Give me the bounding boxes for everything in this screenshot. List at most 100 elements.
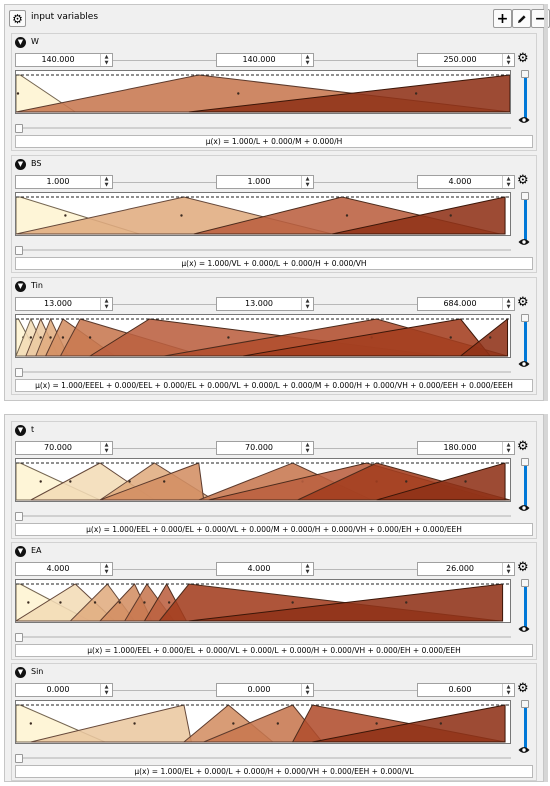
membership-set-h[interactable] (188, 74, 510, 113)
max-value-spinbox[interactable]: 4.000 ▲ ▼ (417, 175, 515, 189)
variable-settings-gear-icon[interactable]: ⚙ (517, 439, 529, 454)
membership-plot[interactable] (15, 70, 511, 114)
membership-set-eeh[interactable] (188, 583, 504, 622)
membership-set-eeh[interactable] (376, 462, 506, 501)
variable-settings-gear-icon[interactable]: ⚙ (517, 560, 529, 575)
spinner-arrows-icon[interactable]: ▲ ▼ (301, 442, 313, 454)
slider-thumb[interactable] (15, 512, 23, 521)
collapse-toggle-icon[interactable]: ▼ (15, 159, 26, 170)
spinner-arrows-icon[interactable]: ▲ ▼ (301, 563, 313, 575)
panel-settings-button[interactable]: ⚙ (9, 10, 26, 27)
max-value-spinbox[interactable]: 0.600 ▲ ▼ (417, 683, 515, 697)
vertical-slider-thumb[interactable] (521, 192, 529, 200)
input-value-slider[interactable] (15, 368, 511, 377)
mid-value-spinbox[interactable]: 4.000 ▲ ▼ (216, 562, 314, 576)
spinner-arrows-icon[interactable]: ▲ ▼ (502, 176, 514, 188)
spinner-arrows-icon[interactable]: ▲ ▼ (100, 563, 112, 575)
eye-icon[interactable] (518, 625, 530, 633)
slider-thumb[interactable] (15, 246, 23, 255)
spinner-arrows-icon[interactable]: ▲ ▼ (100, 176, 112, 188)
gear-icon: ⚙ (12, 11, 23, 26)
vertical-slider[interactable] (521, 70, 529, 118)
spinner-arrows-icon[interactable]: ▲ ▼ (301, 176, 313, 188)
collapse-toggle-icon[interactable]: ▼ (15, 425, 26, 436)
membership-set-vl[interactable] (312, 704, 506, 743)
max-value-spinbox[interactable]: 180.000 ▲ ▼ (417, 441, 515, 455)
vertical-slider[interactable] (521, 314, 529, 362)
spinner-arrows-icon[interactable]: ▲ ▼ (301, 54, 313, 66)
min-value-spinbox[interactable]: 1.000 ▲ ▼ (15, 175, 113, 189)
membership-plot[interactable] (15, 192, 511, 236)
vertical-slider-thumb[interactable] (521, 700, 529, 708)
min-value-spinbox[interactable]: 13.000 ▲ ▼ (15, 297, 113, 311)
scrollbar-lower[interactable] (544, 414, 548, 782)
slider-thumb[interactable] (15, 754, 23, 763)
spinner-arrows-icon[interactable]: ▲ ▼ (502, 442, 514, 454)
variable-settings-gear-icon[interactable]: ⚙ (517, 681, 529, 696)
mid-value-spinbox[interactable]: 70.000 ▲ ▼ (216, 441, 314, 455)
max-value-spinbox[interactable]: 250.000 ▲ ▼ (417, 53, 515, 67)
spinner-arrows-icon[interactable]: ▲ ▼ (100, 54, 112, 66)
membership-plot[interactable] (15, 314, 511, 358)
vertical-slider-thumb[interactable] (521, 314, 529, 322)
vertical-slider[interactable] (521, 700, 529, 748)
membership-set-eeeh[interactable] (459, 317, 509, 357)
variable-settings-gear-icon[interactable]: ⚙ (517, 173, 529, 188)
membership-set-m[interactable] (99, 462, 205, 501)
scrollbar[interactable] (544, 4, 548, 401)
membership-plot[interactable] (15, 700, 511, 744)
collapse-toggle-icon[interactable]: ▼ (15, 281, 26, 292)
add-variable-button[interactable]: + (493, 9, 512, 28)
input-value-slider[interactable] (15, 633, 511, 642)
spinner-arrows-icon[interactable]: ▲ ▼ (100, 442, 112, 454)
min-value-spinbox[interactable]: 4.000 ▲ ▼ (15, 562, 113, 576)
slider-thumb[interactable] (15, 368, 23, 377)
spinner-arrows-icon[interactable]: ▲ ▼ (502, 563, 514, 575)
variable-settings-gear-icon[interactable]: ⚙ (517, 295, 529, 310)
collapse-toggle-icon[interactable]: ▼ (15, 546, 26, 557)
variable-settings-gear-icon[interactable]: ⚙ (517, 51, 529, 66)
slider-thumb[interactable] (15, 633, 23, 642)
input-value-slider[interactable] (15, 246, 511, 255)
mid-value-spinbox[interactable]: 13.000 ▲ ▼ (216, 297, 314, 311)
mid-value-spinbox[interactable]: 0.000 ▲ ▼ (216, 683, 314, 697)
spinner-arrows-icon[interactable]: ▲ ▼ (502, 684, 514, 696)
min-value-spinbox[interactable]: 140.000 ▲ ▼ (15, 53, 113, 67)
collapse-toggle-icon[interactable]: ▼ (15, 667, 26, 678)
eye-icon[interactable] (518, 360, 530, 368)
input-value-slider[interactable] (15, 754, 511, 763)
membership-plot[interactable] (15, 579, 511, 623)
vertical-slider-thumb[interactable] (521, 70, 529, 78)
mid-value-spinbox[interactable]: 1.000 ▲ ▼ (216, 175, 314, 189)
collapse-toggle-icon[interactable]: ▼ (15, 37, 26, 48)
slider-thumb[interactable] (15, 124, 23, 133)
vertical-slider-thumb[interactable] (521, 458, 529, 466)
eye-icon[interactable] (518, 238, 530, 246)
membership-set-l[interactable] (30, 704, 192, 743)
spinner-arrows-icon[interactable]: ▲ ▼ (502, 298, 514, 310)
eye-icon[interactable] (518, 504, 530, 512)
membership-plot[interactable] (15, 458, 511, 502)
membership-set-vh[interactable] (332, 196, 506, 235)
variable-panel-w: ▼ W 140.000 ▲ ▼ 140.000 ▲ ▼ 250.000 ▲ ▼ ⚙ (11, 33, 537, 151)
vertical-slider[interactable] (521, 579, 529, 627)
max-value-spinbox[interactable]: 26.000 ▲ ▼ (417, 562, 515, 576)
spinner-arrows-icon[interactable]: ▲ ▼ (301, 298, 313, 310)
max-value-spinbox[interactable]: 684.000 ▲ ▼ (417, 297, 515, 311)
min-value-spinbox[interactable]: 0.000 ▲ ▼ (15, 683, 113, 697)
edit-variable-button[interactable] (512, 9, 531, 28)
mid-value-spinbox[interactable]: 140.000 ▲ ▼ (216, 53, 314, 67)
spinner-arrows-icon[interactable]: ▲ ▼ (100, 298, 112, 310)
input-value-slider[interactable] (15, 512, 511, 521)
vertical-slider[interactable] (521, 458, 529, 506)
spinner-arrows-icon[interactable]: ▲ ▼ (502, 54, 514, 66)
spinner-arrows-icon[interactable]: ▲ ▼ (100, 684, 112, 696)
vertical-slider[interactable] (521, 192, 529, 240)
eye-icon[interactable] (518, 116, 530, 124)
eye-icon[interactable] (518, 746, 530, 754)
input-value-slider[interactable] (15, 124, 511, 133)
membership-set-eeh[interactable] (243, 318, 492, 357)
spinner-arrows-icon[interactable]: ▲ ▼ (301, 684, 313, 696)
min-value-spinbox[interactable]: 70.000 ▲ ▼ (15, 441, 113, 455)
vertical-slider-thumb[interactable] (521, 579, 529, 587)
